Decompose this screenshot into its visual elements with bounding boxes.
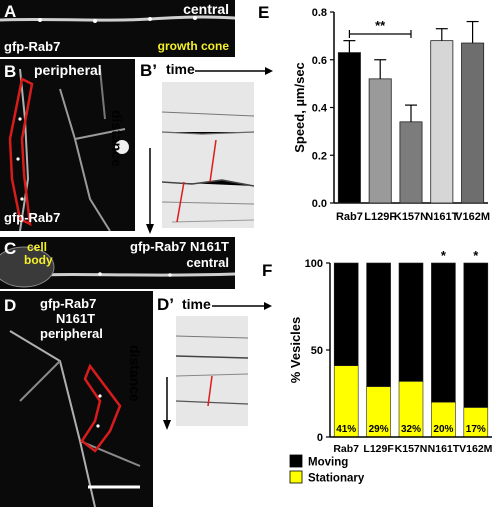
f-bar-moving-l129f (366, 262, 391, 387)
panel-c-axon (0, 246, 235, 288)
f-legend-swatch-stationary (289, 470, 303, 484)
e-x-tick-label: N161T (425, 211, 458, 223)
panel-b-marker: gfp-Rab7 (4, 210, 61, 226)
e-y-tick-label: 0.8 (312, 7, 327, 19)
f-bar-moving-rab7 (333, 262, 359, 366)
f-x-tick-label: Rab7 (333, 443, 359, 455)
f-y-axis-label: % Vesicles (288, 317, 303, 384)
f-x-tick-label: L129F (363, 443, 394, 455)
panel-d-marker-line2: N161T (56, 311, 96, 326)
f-y-tick-label: 0 (317, 432, 323, 444)
e-x-tick-label: V162M (455, 211, 490, 223)
panel-dprime-kymograph (176, 316, 248, 426)
panel-bprime-letter: B’ (140, 61, 157, 80)
panel-a-axon (0, 15, 235, 23)
f-legend-label-stationary: Stationary (308, 473, 365, 485)
e-x-tick-label: K157N (394, 211, 428, 223)
panel-c-image: C cell body gfp-Rab7 N161T central (0, 237, 235, 289)
f-data-label: 29% (369, 424, 389, 435)
f-bar-moving-v162m (463, 262, 489, 408)
f-legend-label-moving: Moving (308, 457, 348, 469)
panel-c-cell-body-line1: cell (27, 240, 48, 254)
panel-dprime-time-arrow (212, 302, 272, 310)
panel-b-location: peripheral (34, 62, 102, 78)
panel-e-letter: E (258, 3, 270, 22)
e-x-tick-label: Rab7 (336, 211, 363, 223)
panel-c-cell-body-line2: body (24, 253, 53, 267)
f-significance-marker: * (473, 248, 479, 263)
panel-c-letter: C (4, 239, 17, 258)
f-y-tick-label: 100 (305, 258, 323, 270)
panel-b-neurites (8, 68, 129, 231)
f-legend-swatch-moving (289, 454, 303, 468)
panel-a-image: A central gfp-Rab7 growth cone (0, 0, 235, 57)
e-y-tick-label: 0.2 (312, 150, 327, 162)
panel-dprime-distance-arrow (163, 377, 171, 430)
panel-d-location: peripheral (40, 326, 103, 341)
e-y-axis-label: Speed, µm/sec (292, 62, 307, 153)
e-y-tick-label: 0.4 (312, 103, 328, 115)
f-data-label: 32% (401, 424, 421, 435)
f-x-tick-label: V162M (459, 443, 493, 455)
panel-a-feature: growth cone (157, 39, 229, 54)
panel-dprime-kymo-traces (176, 335, 248, 407)
panel-bprime-time-arrow (195, 67, 273, 75)
f-data-label: 41% (336, 424, 356, 435)
e-x-tick-label: L129F (364, 211, 396, 223)
panel-b-letter: B (4, 62, 17, 81)
f-bar-moving-n161t (431, 262, 456, 403)
panel-d-marker-line1: gfp-Rab7 (40, 296, 97, 311)
f-x-tick-label: N161T (428, 443, 460, 455)
f-data-label: 17% (466, 424, 486, 435)
panel-d-letter: D (4, 296, 17, 315)
f-x-tick-label: K157N (395, 443, 428, 455)
f-bar-moving-k157n (398, 262, 424, 382)
panel-c-location: central (186, 255, 229, 270)
panel-b-image: B peripheral gfp-Rab7 (0, 59, 135, 231)
panel-bprime-time-label: time (166, 61, 195, 77)
f-data-label: 20% (433, 424, 453, 435)
f-y-tick-label: 50 (311, 345, 323, 357)
f-significance-marker: * (441, 248, 447, 263)
panel-d-neurites (9, 330, 141, 507)
panel-d-image: D gfp-Rab7 N161T peripheral (0, 291, 153, 507)
e-y-tick-label: 0.6 (312, 55, 327, 67)
panel-f-letter: F (262, 261, 273, 280)
e-y-tick-label: 0.0 (312, 198, 327, 210)
panel-a-letter: A (4, 2, 17, 21)
e-significance-label: ** (375, 18, 386, 33)
panel-a-marker: gfp-Rab7 (4, 39, 61, 55)
panel-bprime-distance-arrow (146, 148, 154, 234)
panel-a-location: central (183, 1, 229, 17)
panel-dprime-letter: D’ (157, 295, 174, 314)
panel-c-marker: gfp-Rab7 N161T (130, 239, 229, 254)
panel-dprime-time-label: time (182, 296, 211, 312)
panel-bprime-kymograph (162, 82, 254, 228)
panel-bprime-kymo-traces (162, 111, 254, 223)
